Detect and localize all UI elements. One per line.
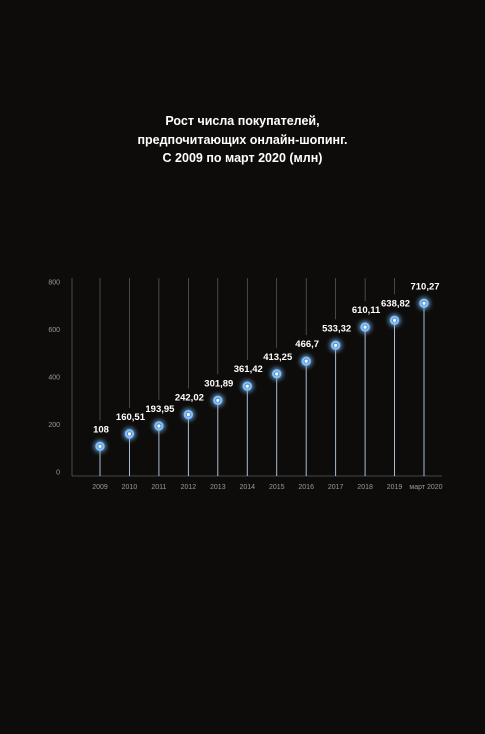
y-tick-label: 600 [48, 327, 60, 334]
data-point-center [363, 325, 367, 329]
value-label: 193,95 [145, 404, 175, 415]
x-tick-label: 2019 [387, 484, 403, 491]
data-point-center [157, 424, 161, 428]
value-label: 533,32 [322, 323, 351, 334]
data-point-center [334, 343, 338, 347]
value-label: 710,27 [410, 281, 439, 292]
value-label: 108 [93, 424, 109, 435]
data-point-center [422, 301, 426, 305]
y-tick-label: 0 [56, 470, 60, 477]
chart-title-line-3: С 2009 по март 2020 (млн) [162, 151, 323, 165]
data-point-marker [183, 409, 194, 420]
value-label: 466,7 [295, 339, 319, 350]
chart-title-line-2: предпочитающих онлайн-шопинг. [137, 132, 348, 147]
x-tick-label: 2010 [122, 484, 138, 491]
data-point-marker [242, 381, 252, 391]
y-tick-label: 400 [48, 375, 60, 382]
value-label: 242,02 [175, 393, 204, 404]
value-label: 610,11 [352, 305, 381, 316]
data-point-marker [419, 298, 429, 309]
data-point-center [392, 318, 397, 322]
data-point-center [127, 432, 132, 436]
data-point-marker [301, 356, 311, 366]
data-point-center [304, 359, 308, 363]
data-point-center [186, 412, 190, 417]
data-point-marker [272, 369, 282, 379]
data-point-marker [213, 395, 223, 406]
x-tick-label: 2015 [269, 484, 285, 491]
value-label: 638,82 [381, 298, 410, 309]
data-point-marker [389, 315, 400, 325]
x-tick-label: 2018 [357, 484, 373, 491]
data-point-marker [360, 322, 370, 332]
x-tick-label: 2009 [92, 484, 108, 491]
data-point-marker [330, 340, 341, 351]
data-point-center [275, 372, 279, 376]
value-label: 160,51 [116, 412, 146, 423]
x-tick-label: 2016 [298, 484, 314, 491]
y-tick-label: 200 [48, 422, 60, 429]
data-point-center [98, 444, 102, 448]
data-point-marker [124, 429, 135, 439]
x-tick-label: 2012 [181, 484, 197, 491]
chart-title: Рост числа покупателей, предпочитающих о… [0, 112, 485, 168]
chart-title-line-1: Рост числа покупателей, [165, 114, 320, 128]
data-point-center [245, 384, 249, 388]
y-tick-label: 800 [48, 280, 60, 287]
data-point-marker [95, 441, 105, 452]
x-tick-label: 2017 [328, 484, 344, 491]
value-label: 413,25 [263, 352, 293, 363]
x-tick-label: март 2020 [409, 484, 442, 491]
data-point-marker [154, 421, 164, 431]
data-point-center [216, 398, 220, 402]
value-label: 361,42 [234, 364, 263, 375]
x-tick-label: 2014 [239, 484, 255, 491]
value-label: 301,89 [204, 378, 233, 389]
x-tick-label: 2013 [210, 484, 226, 491]
x-tick-label: 2011 [151, 484, 166, 491]
